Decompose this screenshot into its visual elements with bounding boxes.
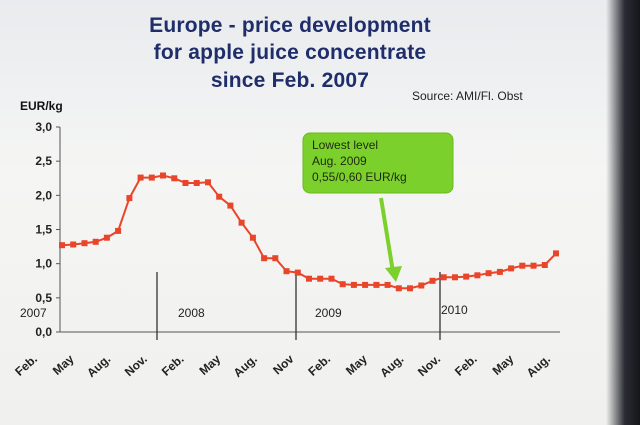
data-point xyxy=(137,174,144,181)
year-label: 2009 xyxy=(315,306,342,320)
data-point xyxy=(182,180,189,186)
data-point xyxy=(373,281,380,288)
y-tick-label: 1,0 xyxy=(35,257,52,271)
data-point xyxy=(193,180,200,186)
data-point xyxy=(81,240,88,247)
y-axis-label: EUR/kg xyxy=(20,99,63,113)
data-point xyxy=(474,272,481,279)
data-point xyxy=(362,281,369,288)
data-point xyxy=(171,175,178,182)
x-tick-label: Aug. xyxy=(377,352,406,380)
data-point xyxy=(249,234,256,241)
data-point xyxy=(418,282,425,289)
data-point xyxy=(103,234,110,241)
data-point xyxy=(216,193,223,200)
year-label: 2008 xyxy=(178,306,205,320)
x-tick-label: Nov. xyxy=(122,352,150,379)
annotation-text: 0,55/0,60 EUR/kg xyxy=(312,170,407,184)
data-point xyxy=(440,274,447,281)
data-point xyxy=(519,262,526,269)
data-point xyxy=(294,269,301,276)
data-point xyxy=(148,174,155,181)
x-tick-label: May xyxy=(197,352,224,378)
x-tick-label: Feb. xyxy=(12,352,40,379)
data-point xyxy=(317,275,324,282)
data-point xyxy=(463,273,470,280)
year-label: 2007 xyxy=(20,306,47,320)
data-point xyxy=(339,281,346,288)
screen-edge xyxy=(606,0,640,425)
y-tick-label: 0,0 xyxy=(35,325,52,339)
data-point xyxy=(429,277,436,284)
data-point xyxy=(238,219,245,226)
x-tick-label: May xyxy=(343,352,370,378)
y-tick-label: 2,5 xyxy=(35,154,52,168)
x-tick-label: Aug. xyxy=(84,352,113,380)
y-tick-label: 0,5 xyxy=(35,291,52,305)
y-tick-label: 2,0 xyxy=(35,188,52,202)
chart-title-line-2: for apple juice concentrate xyxy=(153,41,427,64)
data-point xyxy=(328,275,335,282)
data-point xyxy=(92,238,99,245)
data-point xyxy=(395,285,402,292)
chart-source: Source: AMI/Fl. Obst xyxy=(412,89,523,103)
chart-title-line-3: since Feb. 2007 xyxy=(210,69,370,92)
x-tick-label: Feb. xyxy=(159,352,187,379)
data-point xyxy=(485,270,492,277)
x-tick-label: Nov. xyxy=(415,352,443,379)
data-point xyxy=(272,255,279,262)
data-point xyxy=(496,268,503,275)
data-point xyxy=(452,274,458,281)
data-point xyxy=(384,281,391,288)
data-point xyxy=(205,179,211,186)
year-label: 2010 xyxy=(441,303,468,317)
data-point xyxy=(70,241,77,248)
data-point xyxy=(115,227,122,234)
data-point xyxy=(306,275,312,282)
data-point xyxy=(553,250,559,257)
x-tick-label: Aug. xyxy=(524,352,553,380)
y-tick-label: 1,5 xyxy=(35,223,52,237)
annotation-box xyxy=(302,132,454,194)
data-point xyxy=(126,195,133,202)
x-tick-label: Feb. xyxy=(305,352,333,379)
data-point xyxy=(508,265,515,272)
x-tick-label: Nov xyxy=(270,352,296,378)
data-point xyxy=(283,268,290,275)
x-tick-label: May xyxy=(490,352,517,378)
x-tick-label: Aug. xyxy=(231,352,260,380)
y-tick-label: 3,0 xyxy=(35,120,52,134)
annotation-text: Aug. 2009 xyxy=(312,154,367,168)
annotation-arrow-head xyxy=(385,266,402,282)
data-point xyxy=(350,281,357,288)
chart-title-line-1: Europe - price development xyxy=(149,14,431,37)
annotation-arrow-shaft xyxy=(379,197,395,273)
data-point xyxy=(530,262,537,269)
x-tick-label: Feb. xyxy=(452,352,480,379)
x-tick-label: May xyxy=(50,352,77,378)
data-point xyxy=(407,285,413,292)
data-point xyxy=(160,172,166,179)
data-point xyxy=(541,262,548,268)
annotation-text: Lowest level xyxy=(312,138,378,152)
data-point xyxy=(59,242,65,249)
data-point xyxy=(227,202,234,209)
data-point xyxy=(261,255,268,262)
